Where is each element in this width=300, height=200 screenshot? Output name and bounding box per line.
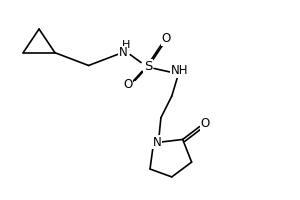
- Text: H: H: [122, 40, 130, 50]
- Text: O: O: [161, 32, 170, 45]
- Text: S: S: [144, 60, 152, 73]
- Text: O: O: [201, 117, 210, 130]
- Text: N: N: [153, 136, 161, 149]
- Text: NH: NH: [171, 64, 188, 77]
- Text: N: N: [119, 46, 128, 59]
- Text: O: O: [124, 78, 133, 91]
